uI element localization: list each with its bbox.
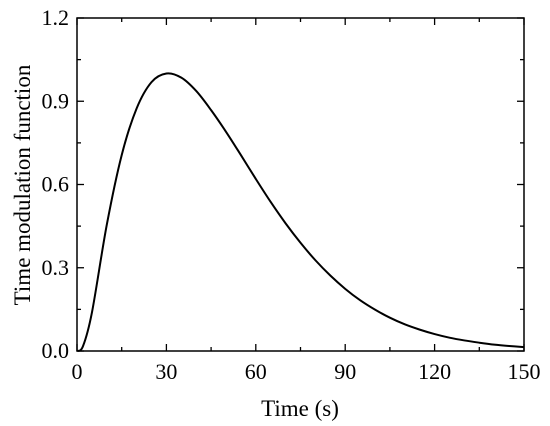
x-tick-label: 120	[418, 359, 451, 384]
y-tick-label: 0.6	[42, 172, 70, 197]
y-tick-label: 1.2	[42, 5, 70, 30]
y-axis-label: Time modulation function	[10, 64, 35, 305]
x-tick-label: 30	[155, 359, 177, 384]
x-tick-label: 0	[72, 359, 83, 384]
y-tick-label: 0.0	[42, 338, 70, 363]
y-tick-label: 0.3	[42, 255, 70, 280]
x-tick-label: 60	[245, 359, 267, 384]
x-axis-label: Time (s)	[261, 396, 339, 421]
ticks-layer	[76, 17, 525, 352]
plot-frame	[76, 17, 525, 352]
x-tick-label: 90	[334, 359, 356, 384]
tick-labels-layer: 0 30 60 90 120 150 0.0 0.3 0.6 0.9 1.2	[42, 5, 541, 384]
y-tick-label: 0.9	[42, 88, 70, 113]
series-line-0	[76, 72, 525, 352]
x-tick-label: 150	[508, 359, 541, 384]
series-layer	[76, 72, 525, 352]
